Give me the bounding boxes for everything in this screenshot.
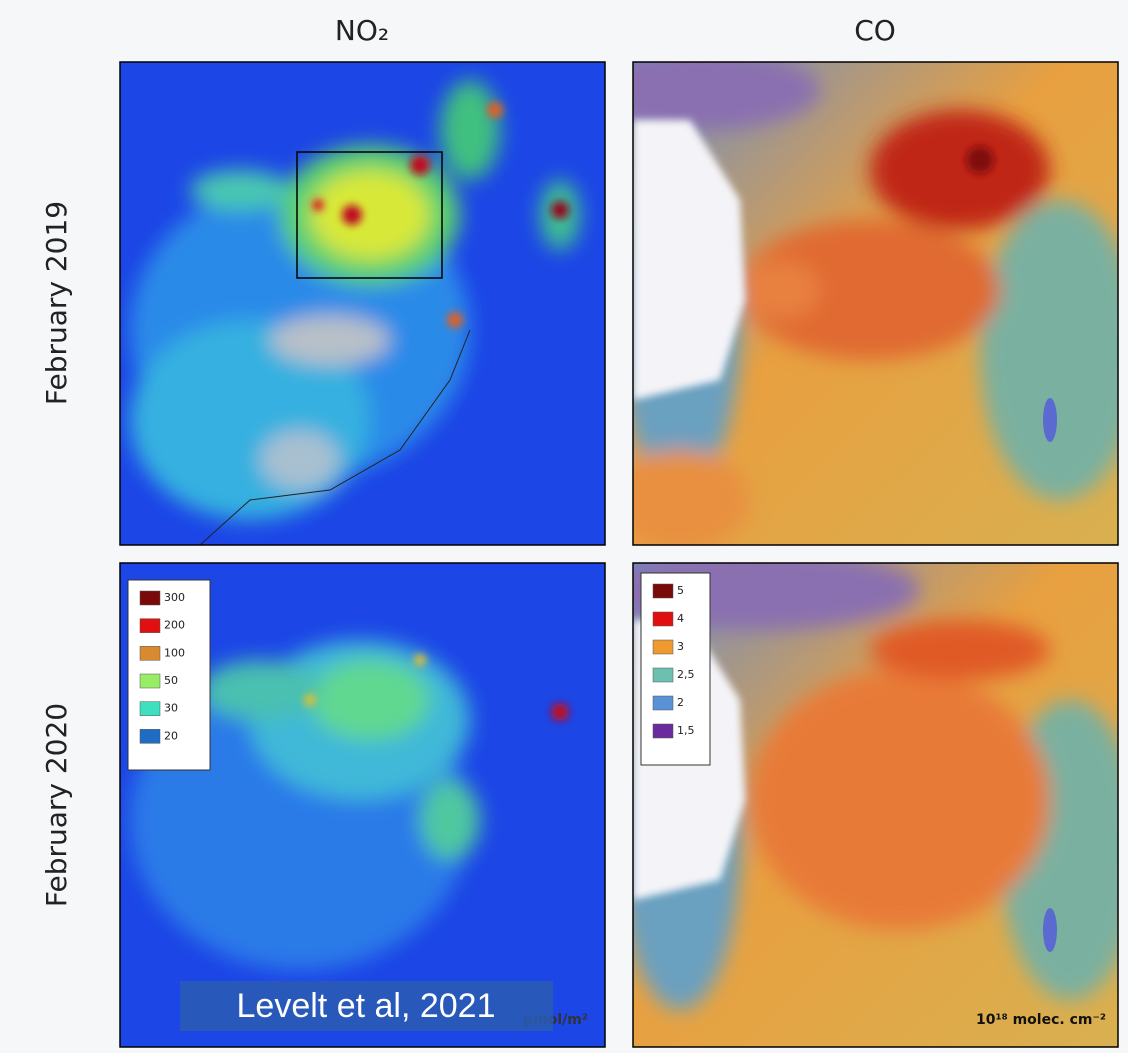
legend-label: 300 xyxy=(164,591,185,604)
column-title: CO xyxy=(854,14,896,47)
figure: NO₂ CO February 2019 February 2020 µmol/… xyxy=(0,0,1128,1053)
legend-label: 3 xyxy=(677,640,684,653)
legend-label: 5 xyxy=(677,584,684,597)
legend-box xyxy=(641,573,710,765)
column-title: NO₂ xyxy=(335,14,389,47)
legend-swatch xyxy=(140,702,160,716)
legend-label: 2 xyxy=(677,696,684,709)
legend-label: 30 xyxy=(164,702,178,715)
legend-swatch xyxy=(140,646,160,660)
row-label: February 2020 xyxy=(40,703,73,907)
legend-label: 1,5 xyxy=(677,724,695,737)
legend-swatch xyxy=(140,619,160,633)
legend-label: 4 xyxy=(677,612,684,625)
legend-label: 200 xyxy=(164,619,185,632)
legend-swatch xyxy=(140,591,160,605)
legend-swatch xyxy=(653,612,673,626)
legend-swatch xyxy=(653,696,673,710)
row-label: February 2019 xyxy=(40,201,73,405)
no2-2019-map xyxy=(120,62,605,545)
legend-swatch xyxy=(653,724,673,738)
legend-label: 50 xyxy=(164,674,178,687)
legend-swatch xyxy=(140,674,160,688)
legend-swatch xyxy=(140,729,160,743)
legend-swatch xyxy=(653,668,673,682)
unit-label: 10¹⁸ molec. cm⁻² xyxy=(976,1012,1106,1028)
legend-swatch xyxy=(653,584,673,598)
legend-label: 20 xyxy=(164,729,178,742)
co-2019-map xyxy=(580,50,1128,550)
citation: Levelt et al, 2021 xyxy=(237,987,496,1025)
legend-swatch xyxy=(653,640,673,654)
legend-label: 100 xyxy=(164,646,185,659)
legend-label: 2,5 xyxy=(677,668,695,681)
